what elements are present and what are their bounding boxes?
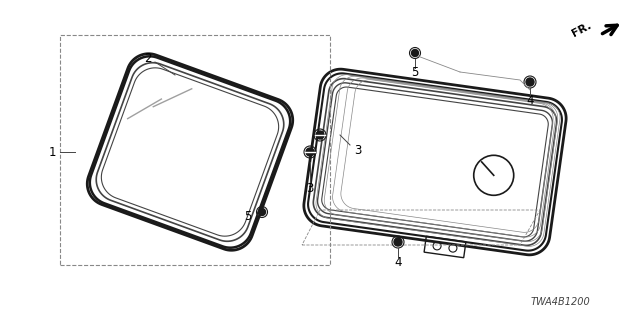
Text: FR.: FR. (570, 21, 593, 39)
Text: 5: 5 (412, 67, 419, 79)
Text: 5: 5 (244, 211, 252, 223)
Circle shape (526, 78, 534, 86)
Circle shape (412, 50, 419, 57)
Text: 4: 4 (394, 255, 402, 268)
Text: 3: 3 (355, 143, 362, 156)
Text: TWA4B1200: TWA4B1200 (530, 297, 590, 307)
Text: 3: 3 (307, 181, 314, 195)
Circle shape (259, 209, 266, 215)
Text: 2: 2 (144, 52, 152, 65)
Circle shape (394, 238, 402, 246)
Circle shape (316, 131, 324, 139)
Circle shape (306, 148, 314, 156)
Text: 1: 1 (48, 146, 56, 158)
Text: 4: 4 (526, 93, 534, 107)
